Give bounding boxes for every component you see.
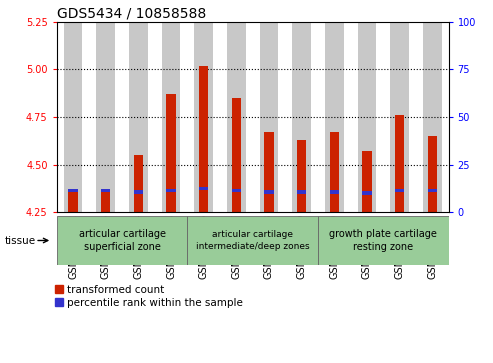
- Bar: [166, 94, 176, 212]
- Bar: [199, 66, 209, 212]
- Bar: [325, 22, 344, 212]
- Bar: [194, 22, 213, 212]
- Bar: [166, 188, 176, 192]
- Bar: [134, 191, 143, 194]
- Legend: transformed count, percentile rank within the sample: transformed count, percentile rank withi…: [55, 285, 243, 308]
- Bar: [227, 22, 246, 212]
- Bar: [129, 22, 148, 212]
- Bar: [318, 216, 449, 265]
- Bar: [264, 132, 274, 212]
- Bar: [232, 188, 241, 192]
- Bar: [395, 115, 404, 212]
- Bar: [96, 22, 115, 212]
- Bar: [162, 22, 180, 212]
- Bar: [292, 22, 311, 212]
- Bar: [259, 22, 279, 212]
- Text: articular cartilage
intermediate/deep zones: articular cartilage intermediate/deep zo…: [196, 231, 310, 250]
- Bar: [101, 188, 110, 192]
- Bar: [297, 140, 306, 212]
- Bar: [297, 191, 306, 194]
- Bar: [427, 136, 437, 212]
- Bar: [64, 22, 82, 212]
- Bar: [427, 188, 437, 192]
- Bar: [357, 22, 377, 212]
- Text: articular cartilage
superficial zone: articular cartilage superficial zone: [78, 229, 166, 252]
- Bar: [423, 22, 442, 212]
- Text: GDS5434 / 10858588: GDS5434 / 10858588: [57, 7, 206, 21]
- Bar: [362, 151, 372, 212]
- Bar: [69, 188, 78, 192]
- Bar: [69, 189, 78, 212]
- Bar: [330, 132, 339, 212]
- Text: growth plate cartilage
resting zone: growth plate cartilage resting zone: [329, 229, 437, 252]
- Bar: [134, 155, 143, 212]
- Bar: [362, 191, 372, 195]
- Text: tissue: tissue: [5, 236, 36, 246]
- Bar: [264, 191, 274, 194]
- Bar: [187, 216, 318, 265]
- Bar: [390, 22, 409, 212]
- Bar: [101, 189, 110, 212]
- Bar: [330, 191, 339, 194]
- Bar: [395, 188, 404, 192]
- Bar: [199, 187, 209, 191]
- Bar: [57, 216, 187, 265]
- Bar: [232, 98, 241, 212]
